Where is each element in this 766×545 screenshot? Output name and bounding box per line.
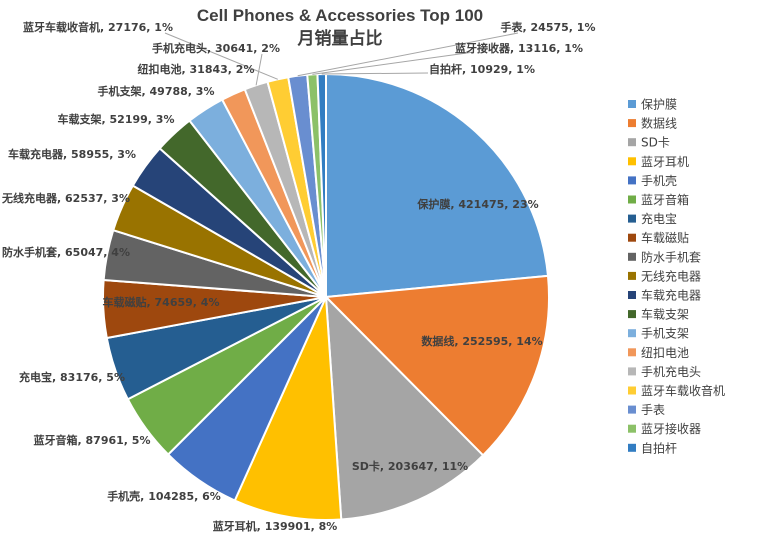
legend-label-0: 保护膜 xyxy=(641,98,677,112)
legend-label-5: 蓝牙音箱 xyxy=(641,192,689,207)
data-label-1: 数据线, 252595, 14% xyxy=(421,334,542,348)
data-label-7: 车载磁贴, 74659, 4% xyxy=(103,295,220,309)
legend-swatch-5 xyxy=(628,195,636,204)
legend-swatch-6 xyxy=(628,214,636,223)
leader-line-15 xyxy=(164,32,278,80)
data-label-17: 蓝牙接收器, 13116, 1% xyxy=(455,41,583,55)
legend-label-16: 手表 xyxy=(641,403,665,417)
legend-label-2: SD卡 xyxy=(641,136,670,150)
legend-swatch-11 xyxy=(628,310,636,319)
data-label-11: 车载支架, 52199, 3% xyxy=(58,112,175,126)
data-label-16: 手表, 24575, 1% xyxy=(501,20,596,34)
legend-swatch-16 xyxy=(628,405,636,414)
legend-swatch-7 xyxy=(628,233,636,242)
legend-swatch-4 xyxy=(628,176,636,185)
pie-slice-3 xyxy=(233,296,343,521)
legend-swatch-17 xyxy=(628,424,636,433)
legend-swatch-9 xyxy=(628,271,636,280)
legend-swatch-10 xyxy=(628,291,636,299)
data-label-13: 纽扣电池, 31843, 2% xyxy=(138,62,255,76)
legend-label-14: 手机充电头 xyxy=(641,364,701,379)
pie-slice-2 xyxy=(324,294,485,521)
legend-swatch-18 xyxy=(628,443,636,452)
legend-label-13: 纽扣电池 xyxy=(641,346,689,360)
chart-title: Cell Phones & Accessories Top 100 xyxy=(197,6,483,25)
data-label-0: 保护膜, 421475, 23% xyxy=(416,197,538,211)
legend-swatch-15 xyxy=(628,386,636,395)
legend-label-7: 车载磁贴 xyxy=(641,230,689,245)
legend-label-12: 手机支架 xyxy=(641,327,689,341)
legend-label-3: 蓝牙耳机 xyxy=(641,155,689,169)
data-label-4: 手机壳, 104285, 6% xyxy=(107,489,221,503)
data-label-10: 车载充电器, 58955, 3% xyxy=(8,147,136,161)
data-label-12: 手机支架, 49788, 3% xyxy=(98,84,215,98)
legend-label-15: 蓝牙车载收音机 xyxy=(641,383,725,398)
pie-slices xyxy=(102,72,550,521)
pie-slice-1 xyxy=(323,274,550,457)
data-label-15: 蓝牙车载收音机, 27176, 1% xyxy=(23,20,173,34)
leader-line-16 xyxy=(297,32,519,77)
legend-swatch-14 xyxy=(628,367,636,376)
data-label-9: 无线充电器, 62537, 3% xyxy=(1,191,130,205)
data-label-5: 蓝牙音箱, 87961, 5% xyxy=(34,433,151,447)
leader-lines xyxy=(164,32,519,86)
leader-line-17 xyxy=(312,51,475,75)
legend-swatch-3 xyxy=(628,157,636,166)
data-label-8: 防水手机套, 65047, 4% xyxy=(2,245,130,259)
legend-label-1: 数据线 xyxy=(641,116,677,131)
legend-label-18: 自拍杆 xyxy=(641,440,677,455)
legend-label-11: 车载支架 xyxy=(641,307,689,322)
legend-swatch-0 xyxy=(628,100,636,108)
data-label-3: 蓝牙耳机, 139901, 8% xyxy=(213,519,338,533)
legend-swatch-8 xyxy=(628,252,636,261)
data-label-2: SD卡, 203647, 11% xyxy=(352,459,468,473)
legend-label-4: 手机壳 xyxy=(641,174,677,188)
legend-swatch-1 xyxy=(628,119,636,128)
legend-swatch-13 xyxy=(628,348,636,357)
chart-subtitle: 月销量占比 xyxy=(297,28,383,48)
data-labels: 保护膜, 421475, 23% 数据线, 252595, 14% SD卡, 203… xyxy=(1,20,595,533)
legend-label-10: 车载充电器 xyxy=(641,288,701,303)
legend-label-9: 无线充电器 xyxy=(641,268,701,283)
legend-swatch-2 xyxy=(628,138,636,147)
data-label-14: 手机充电头, 30641, 2% xyxy=(152,41,280,55)
data-label-18: 自拍杆, 10929, 1% xyxy=(429,62,535,76)
data-label-6: 充电宝, 83176, 5% xyxy=(19,370,125,384)
legend-label-8: 防水手机套 xyxy=(641,249,701,264)
legend-swatch-12 xyxy=(628,329,636,338)
leader-line-14 xyxy=(255,53,263,86)
pie-slice-0 xyxy=(325,72,550,299)
legend-label-17: 蓝牙接收器 xyxy=(641,421,701,436)
legend-label-6: 充电宝 xyxy=(641,211,677,226)
leader-line-18 xyxy=(321,72,429,75)
